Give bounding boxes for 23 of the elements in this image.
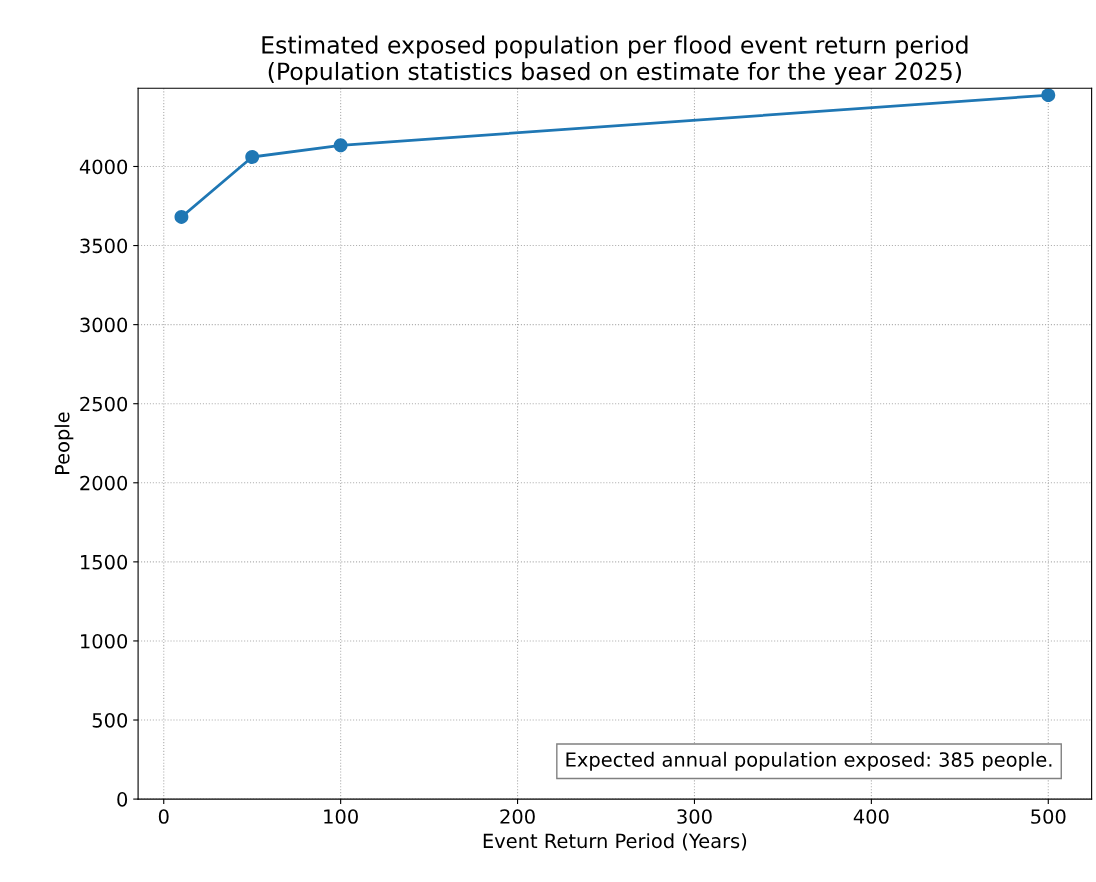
chart-title: Estimated exposed population per flood event return period (Population statistics based on estimate for the year 2025) — [262, 35, 968, 85]
x-axis-title: Event Return Period (Years) — [483, 833, 747, 851]
annotation: Expected annual population exposed: 385 people. — [566, 751, 1052, 771]
x-tick-label: 300 — [677, 809, 712, 824]
point — [174, 209, 189, 224]
y-tick-label: 500 — [92, 712, 128, 728]
y-tick-label: 1500 — [81, 554, 128, 570]
x-tick-label: 200 — [500, 809, 535, 824]
y-tick-label: 2500 — [80, 396, 128, 412]
point — [1041, 88, 1056, 103]
x-tick-label: 400 — [853, 809, 889, 824]
y-tick-label: 3000 — [80, 317, 128, 333]
y-tick-label: 1000 — [81, 633, 128, 649]
x-tick-label: 0 — [158, 809, 169, 824]
x-tick-label: 500 — [1031, 809, 1066, 824]
y-tick-label: 2000 — [80, 475, 128, 491]
x-tick-label: 100 — [324, 809, 358, 824]
y-tick-label: 3500 — [80, 238, 128, 254]
y-axis-title: People — [54, 412, 74, 475]
point — [333, 138, 348, 153]
point — [245, 150, 260, 164]
y-tick-label: 4000 — [79, 159, 128, 175]
y-tick-label: 0 — [117, 792, 128, 807]
